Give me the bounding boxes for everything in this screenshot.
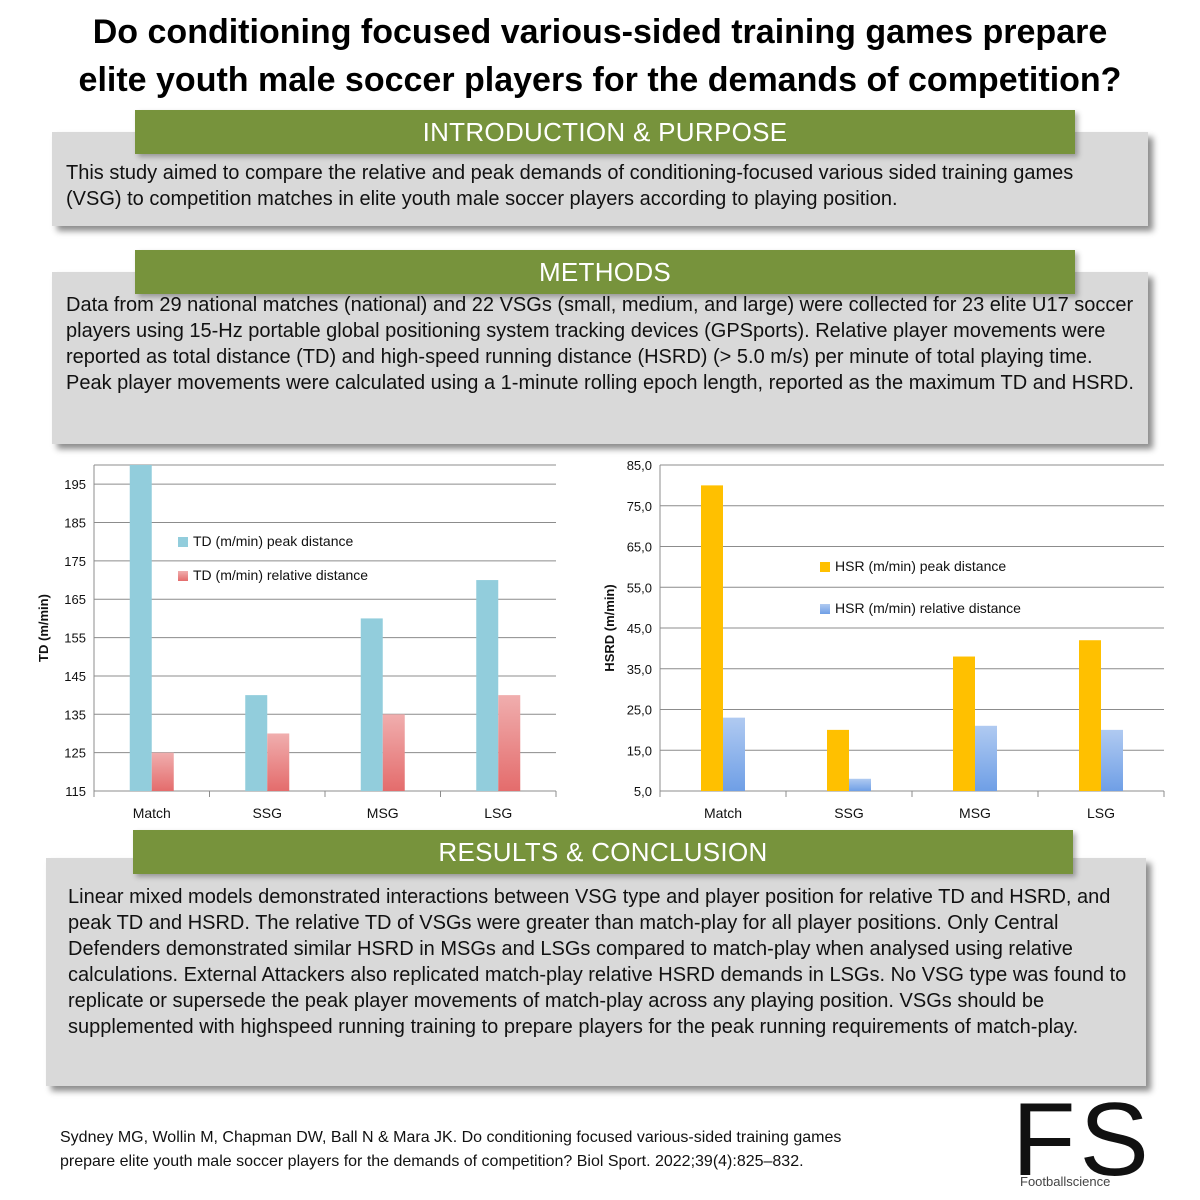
bar-td-m-min-peak-distance-lsg (476, 580, 499, 791)
legend-swatch (820, 562, 830, 572)
legend-label: TD (m/min) relative distance (193, 567, 368, 583)
legend-label: HSR (m/min) peak distance (835, 558, 1006, 574)
legend-swatch (178, 537, 188, 547)
methods-text: Data from 29 national matches (national)… (66, 294, 1134, 394)
citation: Sydney MG, Wollin M, Chapman DW, Ball N … (60, 1126, 960, 1174)
y-tick-label: 15,0 (627, 743, 652, 758)
x-tick-label: LSG (484, 805, 512, 821)
bar-td-m-min-relative-distance-match (151, 752, 174, 791)
y-tick-label: 125 (64, 746, 86, 761)
y-tick-label: 185 (64, 516, 86, 531)
results-heading: RESULTS & CONCLUSION (133, 830, 1073, 874)
y-axis-label: HSRD (m/min) (602, 584, 617, 671)
legend-swatch (178, 571, 188, 581)
citation-line-1: Sydney MG, Wollin M, Chapman DW, Ball N … (60, 1129, 842, 1146)
td-chart: 115 125 135 145 155 165 175 185 195 Match SSG MSG LS… (36, 464, 557, 821)
x-tick-label: LSG (1087, 805, 1115, 821)
bar-td-m-min-relative-distance-lsg (498, 695, 521, 791)
citation-line-2: prepare elite youth male soccer players … (60, 1153, 804, 1170)
title-line-1: Do conditioning focused various-sided tr… (92, 13, 1108, 51)
y-tick-label: 165 (64, 592, 86, 607)
methods-heading: METHODS (135, 250, 1075, 294)
y-tick-label: 65,0 (627, 540, 652, 555)
results-text: Linear mixed models demonstrated interac… (68, 886, 1127, 1038)
title-line-2: elite youth male soccer players for the … (78, 61, 1122, 99)
legend-swatch (820, 604, 830, 614)
legend-label: TD (m/min) peak distance (193, 533, 353, 549)
bar-td-m-min-relative-distance-msg (382, 714, 405, 791)
y-tick-label: 135 (64, 707, 86, 722)
y-tick-label: 35,0 (627, 662, 652, 677)
x-tick-label: Match (133, 805, 171, 821)
bar-hsr-m-min-peak-distance-ssg (827, 729, 849, 791)
bar-td-m-min-relative-distance-ssg (267, 733, 290, 791)
page-title: Do conditioning focused various-sided tr… (20, 8, 1180, 104)
y-axis-label: TD (m/min) (36, 594, 51, 662)
x-tick-label: SSG (252, 805, 282, 821)
bar-hsr-m-min-relative-distance-ssg (849, 778, 871, 791)
bar-hsr-m-min-peak-distance-match (701, 485, 723, 791)
bar-hsr-m-min-relative-distance-lsg (1101, 729, 1123, 791)
methods-panel: Data from 29 national matches (national)… (52, 272, 1148, 444)
x-tick-label: MSG (367, 805, 399, 821)
bar-hsr-m-min-relative-distance-match (723, 717, 745, 791)
y-tick-label: 45,0 (627, 621, 652, 636)
bar-hsr-m-min-peak-distance-lsg (1079, 640, 1101, 791)
bar-hsr-m-min-relative-distance-msg (975, 725, 997, 791)
logo-subtitle: Footballscience (1020, 1174, 1111, 1189)
x-tick-label: SSG (834, 805, 864, 821)
y-tick-label: 75,0 (627, 499, 652, 514)
hsrd-chart: 5,0 15,0 25,0 35,0 45,0 55,0 65,0 75,0 85,0 Match… (602, 458, 1165, 821)
bar-hsr-m-min-peak-distance-msg (953, 656, 975, 791)
intro-text: This study aimed to compare the relative… (66, 162, 1074, 210)
y-tick-label: 155 (64, 631, 86, 646)
y-tick-label: 55,0 (627, 580, 652, 595)
y-tick-label: 85,0 (627, 458, 652, 473)
footballscience-logo: FS Footballscience (1012, 1088, 1172, 1192)
y-tick-label: 5,0 (634, 784, 652, 799)
y-tick-label: 145 (64, 669, 86, 684)
bar-td-m-min-peak-distance-ssg (245, 695, 268, 791)
bar-td-m-min-peak-distance-match (129, 465, 152, 791)
y-tick-label: 175 (64, 554, 86, 569)
x-tick-label: MSG (959, 805, 991, 821)
y-tick-label: 25,0 (627, 703, 652, 718)
y-tick-label: 195 (64, 477, 86, 492)
x-tick-label: Match (704, 805, 742, 821)
legend-label: HSR (m/min) relative distance (835, 600, 1021, 616)
bar-td-m-min-peak-distance-msg (360, 618, 383, 791)
y-tick-label: 115 (65, 784, 86, 799)
logo-letters: FS (1012, 1082, 1153, 1198)
results-panel: Linear mixed models demonstrated interac… (46, 858, 1146, 1086)
intro-heading: INTRODUCTION & PURPOSE (135, 110, 1075, 154)
